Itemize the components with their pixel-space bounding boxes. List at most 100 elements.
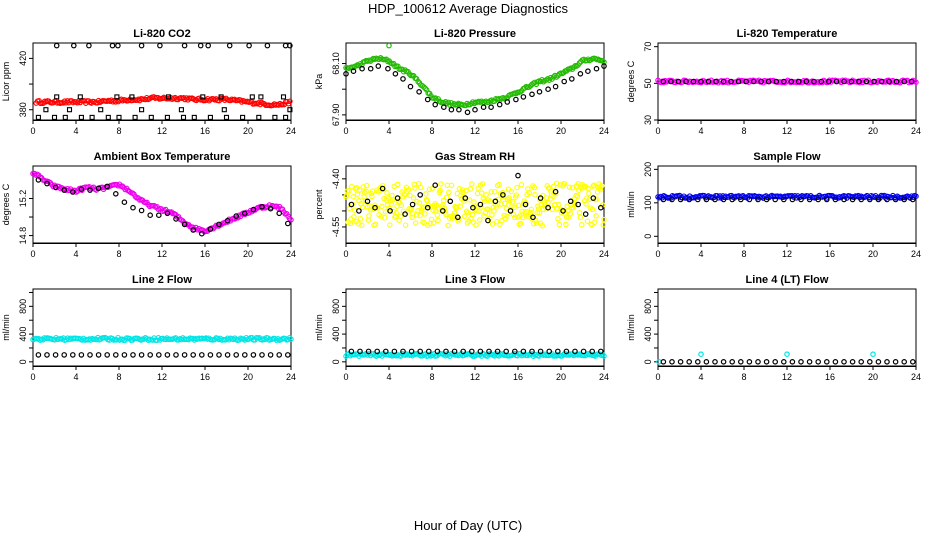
series-average [655, 192, 919, 201]
x-tick-label: 0 [343, 126, 348, 136]
data-point [259, 352, 265, 358]
data-point [226, 42, 233, 49]
data-point [416, 200, 423, 206]
data-point [401, 191, 407, 198]
data-point [590, 183, 596, 189]
data-point [51, 114, 58, 120]
data-point [438, 181, 444, 187]
data-point [537, 195, 544, 201]
y-axis-label: degrees C [626, 60, 636, 102]
data-point [464, 109, 471, 116]
data-point [284, 352, 291, 358]
data-point [474, 190, 481, 197]
data-point [858, 196, 865, 203]
data-point [589, 348, 596, 355]
data-point [430, 220, 437, 226]
data-point [456, 186, 463, 192]
data-point [104, 183, 111, 190]
data-point [772, 358, 779, 365]
data-point [367, 65, 374, 72]
data-point [407, 192, 413, 199]
x-tick-label: 24 [286, 126, 296, 136]
data-point [351, 214, 357, 220]
panel-title: Li-820 Temperature [737, 28, 838, 40]
data-point [570, 64, 577, 71]
data-point [892, 196, 899, 203]
data-point [359, 65, 365, 72]
data-point [590, 195, 597, 201]
data-point [473, 222, 479, 228]
data-point [474, 208, 480, 214]
data-point [86, 42, 92, 49]
data-point [892, 358, 899, 365]
data-point [660, 196, 667, 203]
data-point [52, 184, 59, 191]
x-tick-label: 12 [782, 249, 792, 259]
plot-frame [657, 288, 917, 367]
data-point [470, 219, 476, 225]
x-tick-label: 12 [470, 249, 480, 259]
data-point [488, 189, 494, 195]
panel-8: Line 3 Flow ml/min 0 4 8 12 16 20 24 0 400 800 [314, 274, 609, 382]
data-point [536, 89, 543, 95]
data-point [585, 185, 591, 192]
data-point [511, 348, 518, 355]
data-point [858, 358, 865, 365]
data-point [35, 352, 42, 358]
data-point [513, 96, 519, 103]
data-point [165, 94, 172, 100]
data-point [567, 210, 573, 217]
data-point [121, 199, 128, 206]
data-point [387, 208, 393, 214]
data-point [424, 204, 431, 211]
data-point [390, 208, 397, 215]
data-point [705, 78, 712, 85]
data-point [496, 101, 503, 108]
data-point [379, 203, 385, 210]
data-point [703, 358, 710, 365]
data-point [385, 65, 391, 72]
data-point [901, 78, 908, 85]
data-point [720, 358, 727, 365]
data-point [287, 42, 293, 49]
data-point [789, 196, 796, 203]
data-point [400, 348, 406, 355]
data-point [417, 348, 424, 355]
series-samples [660, 358, 916, 365]
x-tick-label: 20 [868, 372, 878, 382]
x-tick-label: 0 [343, 249, 348, 259]
data-point [502, 216, 509, 222]
data-point [132, 114, 138, 120]
x-tick-label: 16 [513, 372, 523, 382]
data-point [471, 199, 477, 205]
data-point [379, 182, 386, 189]
data-point [53, 42, 60, 49]
data-point [567, 198, 574, 205]
data-point [504, 99, 511, 105]
data-point [435, 217, 441, 224]
data-point [472, 106, 478, 113]
data-point [841, 358, 847, 365]
data-point [421, 84, 427, 90]
data-point [893, 78, 900, 85]
x-tick-label: 8 [429, 372, 434, 382]
x-tick-label: 4 [73, 126, 78, 136]
data-point [138, 352, 145, 358]
data-point [545, 86, 551, 93]
data-point [422, 211, 428, 217]
data-point [402, 222, 409, 228]
data-point [713, 78, 719, 85]
x-tick-label: 12 [470, 126, 480, 136]
data-point [513, 192, 520, 198]
data-point [468, 348, 475, 355]
x-tick-label: 16 [200, 126, 210, 136]
data-point [878, 78, 885, 85]
data-point [488, 104, 494, 111]
data-point [539, 222, 545, 229]
data-point [601, 216, 607, 223]
x-tick-label: 4 [73, 249, 78, 259]
data-point [866, 358, 873, 365]
data-point [485, 217, 491, 224]
data-point [425, 348, 432, 355]
